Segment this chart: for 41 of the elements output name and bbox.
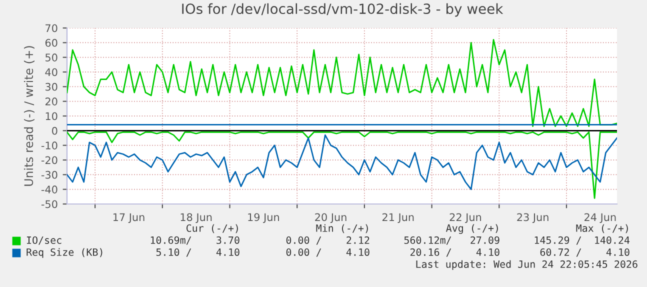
text: 145.29 / 140.24 (534, 236, 630, 245)
x-tick-label: 19 Jun (248, 213, 279, 224)
text: 560.12m/ 27.09 (404, 236, 500, 245)
text: Max (-/+) (576, 224, 628, 234)
y-tick-label: 0 (52, 126, 58, 135)
text: 60.72 / 4.10 (540, 248, 630, 257)
legend-label: IO/sec (26, 236, 62, 245)
y-tick-label: 60 (45, 38, 58, 47)
y-axis-title: Units read (-) / write (+) (24, 46, 35, 186)
text: 20.16 / 4.10 (410, 248, 500, 257)
text: 10.69m/ 3.70 (150, 236, 240, 245)
y-tick-label: -30 (41, 170, 58, 179)
x-tick-label: 18 Jun (180, 213, 212, 224)
x-tick-label: 24 Jun (584, 213, 616, 224)
text: Cur (-/+) (186, 224, 238, 234)
y-tick-label: -40 (41, 186, 58, 194)
x-tick-label: 17 Jun (113, 213, 144, 224)
y-tick-label: -10 (41, 142, 58, 150)
legend-label: Req Size (KB) (26, 248, 102, 258)
y-tick-label: 20 (45, 98, 58, 106)
y-tick-label: 50 (46, 54, 58, 62)
chart-title: IOs for /dev/local-ssd/vm-102-disk-3 - by week (182, 3, 504, 17)
y-tick-label: -20 (41, 156, 58, 164)
y-tick-label: 10 (46, 112, 58, 120)
text: 0.00 / 4.10 (286, 248, 370, 257)
y-tick-label: 40 (45, 68, 58, 76)
x-tick-label: 23 Jun (517, 213, 548, 224)
y-tick-label: -50 (41, 200, 58, 208)
line-series (67, 39, 617, 127)
text: Last update: Wed Jun 24 22:05:45 2026 (416, 260, 638, 270)
x-tick-label: 22 Jun (450, 213, 482, 224)
text: Avg (-/+) (446, 224, 498, 234)
line-series (67, 134, 617, 190)
text: 0.00 / 2.12 (286, 236, 370, 245)
text: Min (-/+) (316, 224, 368, 234)
text: 5.10 / 4.10 (156, 248, 240, 257)
y-tick-label: 70 (46, 24, 58, 32)
y-tick-label: 30 (46, 82, 58, 91)
x-tick-label: 21 Jun (382, 213, 414, 224)
line-series (67, 131, 617, 199)
x-tick-label: 20 Jun (315, 213, 346, 224)
